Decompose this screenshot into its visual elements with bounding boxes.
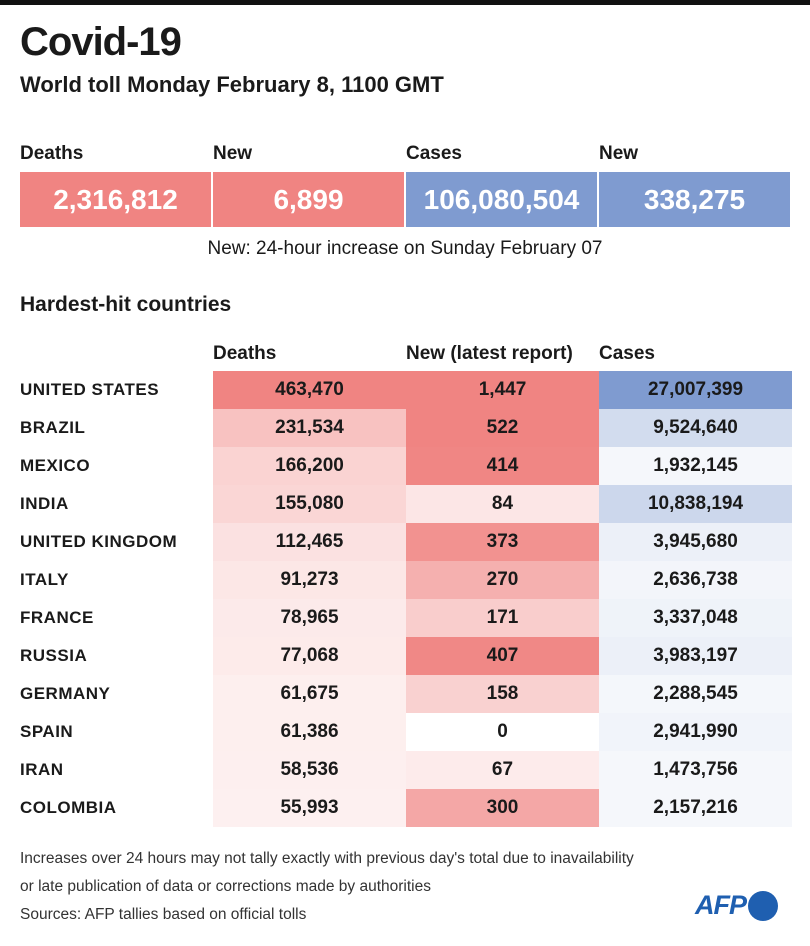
cell-new: 522 bbox=[406, 409, 599, 447]
page-subtitle: World toll Monday February 8, 1100 GMT bbox=[20, 72, 444, 97]
summary-note: New: 24-hour increase on Sunday February… bbox=[207, 238, 603, 259]
cell-new: 171 bbox=[406, 599, 599, 637]
table-row: COLOMBIA 55,993 300 2,157,216 bbox=[20, 789, 792, 827]
cell-cases: 9,524,640 bbox=[599, 409, 792, 447]
country-name: ITALY bbox=[20, 570, 69, 589]
cell-new: 300 bbox=[406, 789, 599, 827]
cell-cases: 2,636,738 bbox=[599, 561, 792, 599]
cell-cases: 10,838,194 bbox=[599, 485, 792, 523]
table-row: GERMANY 61,675 158 2,288,545 bbox=[20, 675, 792, 713]
table-title: Hardest-hit countries bbox=[20, 293, 232, 316]
summary-label-deaths: Deaths bbox=[20, 143, 84, 164]
footnote-line-1: Increases over 24 hours may not tally ex… bbox=[20, 850, 634, 867]
cell-deaths: 463,470 bbox=[213, 371, 406, 409]
table-row: MEXICO 166,200 414 1,932,145 bbox=[20, 447, 792, 485]
cell-new: 407 bbox=[406, 637, 599, 675]
summary-label-cases: Cases bbox=[406, 143, 462, 164]
summary-new-deaths-value: 6,899 bbox=[213, 172, 404, 227]
cell-new: 158 bbox=[406, 675, 599, 713]
summary-new-cases-value: 338,275 bbox=[599, 172, 790, 227]
cell-new: 373 bbox=[406, 523, 599, 561]
country-name: RUSSIA bbox=[20, 646, 88, 665]
table-row: FRANCE 78,965 171 3,337,048 bbox=[20, 599, 792, 637]
cell-new: 1,447 bbox=[406, 371, 599, 409]
table-row: INDIA 155,080 84 10,838,194 bbox=[20, 485, 792, 523]
cell-deaths: 112,465 bbox=[213, 523, 406, 561]
cell-deaths: 166,200 bbox=[213, 447, 406, 485]
table-row: SPAIN 61,386 0 2,941,990 bbox=[20, 713, 792, 751]
country-name: GERMANY bbox=[20, 684, 111, 703]
top-rule bbox=[0, 0, 810, 5]
table-row: BRAZIL 231,534 522 9,524,640 bbox=[20, 409, 792, 447]
cell-cases: 3,945,680 bbox=[599, 523, 792, 561]
summary-deaths-value: 2,316,812 bbox=[20, 172, 211, 227]
cell-cases: 2,157,216 bbox=[599, 789, 792, 827]
country-name: IRAN bbox=[20, 760, 64, 779]
cell-deaths: 78,965 bbox=[213, 599, 406, 637]
cell-deaths: 61,675 bbox=[213, 675, 406, 713]
country-name: FRANCE bbox=[20, 608, 94, 627]
cell-deaths: 91,273 bbox=[213, 561, 406, 599]
cell-new: 0 bbox=[406, 713, 599, 751]
afp-logo-dot-icon bbox=[748, 890, 778, 921]
cell-cases: 1,473,756 bbox=[599, 751, 792, 789]
table-row: RUSSIA 77,068 407 3,983,197 bbox=[20, 637, 792, 675]
cell-new: 414 bbox=[406, 447, 599, 485]
column-header-cases: Cases bbox=[599, 343, 655, 364]
cell-cases: 2,288,545 bbox=[599, 675, 792, 713]
table-row: IRAN 58,536 67 1,473,756 bbox=[20, 751, 792, 789]
cell-deaths: 231,534 bbox=[213, 409, 406, 447]
cell-cases: 2,941,990 bbox=[599, 713, 792, 751]
country-name: INDIA bbox=[20, 494, 69, 513]
cell-new: 67 bbox=[406, 751, 599, 789]
country-name: MEXICO bbox=[20, 456, 91, 475]
table-row: UNITED KINGDOM 112,465 373 3,945,680 bbox=[20, 523, 792, 561]
sources-line: Sources: AFP tallies based on official t… bbox=[20, 906, 307, 923]
cell-deaths: 155,080 bbox=[213, 485, 406, 523]
cell-cases: 1,932,145 bbox=[599, 447, 792, 485]
cell-cases: 27,007,399 bbox=[599, 371, 792, 409]
column-header-deaths: Deaths bbox=[213, 343, 277, 364]
cell-new: 84 bbox=[406, 485, 599, 523]
summary-label-new-cases: New bbox=[599, 143, 639, 164]
afp-logo-text: AFP bbox=[695, 890, 747, 920]
page-title: Covid-19 bbox=[20, 20, 182, 64]
afp-logo: AFP bbox=[695, 890, 778, 921]
country-name: UNITED KINGDOM bbox=[20, 532, 178, 551]
summary-cases-value: 106,080,504 bbox=[406, 172, 597, 227]
table-row: ITALY 91,273 270 2,636,738 bbox=[20, 561, 792, 599]
table-row: UNITED STATES 463,470 1,447 27,007,399 bbox=[20, 371, 792, 409]
cell-new: 270 bbox=[406, 561, 599, 599]
cell-deaths: 77,068 bbox=[213, 637, 406, 675]
cell-cases: 3,337,048 bbox=[599, 599, 792, 637]
country-name: SPAIN bbox=[20, 722, 74, 741]
cell-deaths: 61,386 bbox=[213, 713, 406, 751]
cell-deaths: 58,536 bbox=[213, 751, 406, 789]
column-header-new: New (latest report) bbox=[406, 343, 573, 364]
footnote-line-2: or late publication of data or correctio… bbox=[20, 878, 431, 895]
cell-deaths: 55,993 bbox=[213, 789, 406, 827]
cell-cases: 3,983,197 bbox=[599, 637, 792, 675]
country-name: BRAZIL bbox=[20, 418, 86, 437]
summary-label-new-deaths: New bbox=[213, 143, 253, 164]
country-name: UNITED STATES bbox=[20, 380, 160, 399]
country-name: COLOMBIA bbox=[20, 798, 117, 817]
